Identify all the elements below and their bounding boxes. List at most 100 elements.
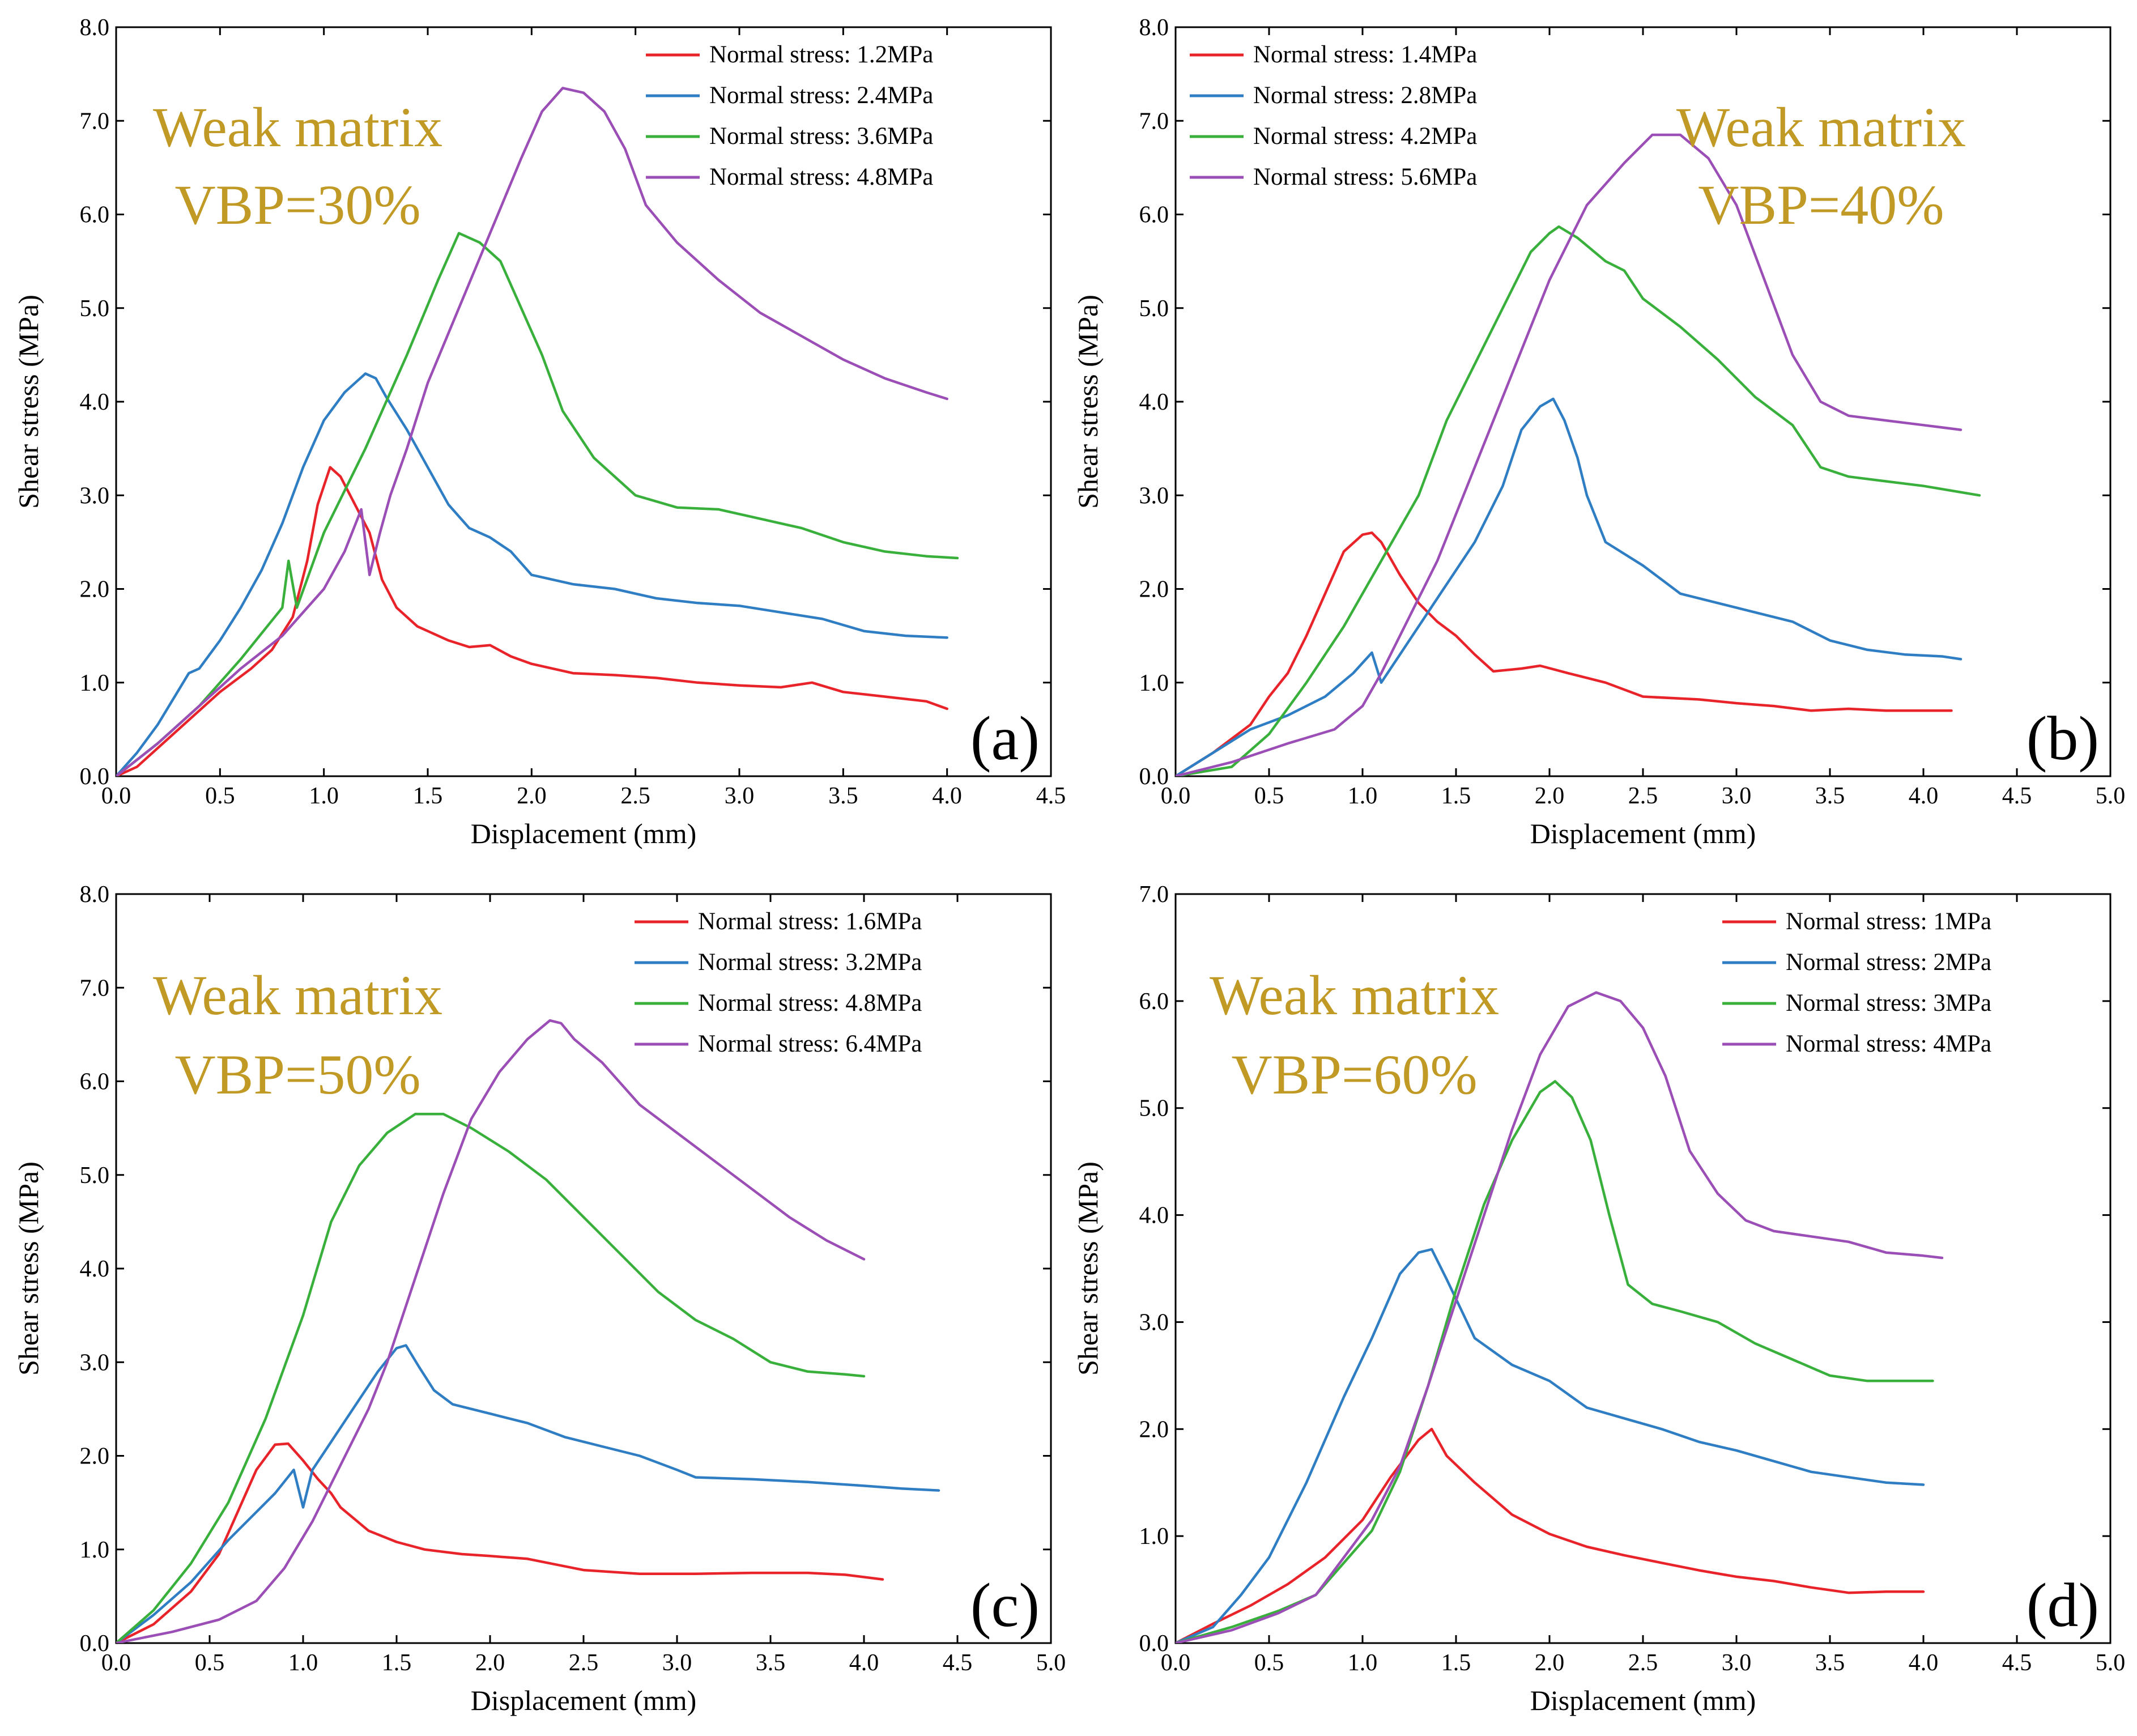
legend-entry: Normal stress: 4.2MPa <box>1253 123 1477 150</box>
y-tick-label: 6.0 <box>1139 202 1169 228</box>
x-tick-label: 5.0 <box>2096 1650 2126 1676</box>
y-tick-label: 1.0 <box>1139 1524 1169 1550</box>
series-line-4 <box>116 1019 866 1643</box>
legend-entry: Normal stress: 6.4MPa <box>698 1031 922 1057</box>
x-tick-label: 5.0 <box>2096 783 2126 809</box>
legend-entry: Normal stress: 1.6MPa <box>698 908 922 935</box>
x-tick-label: 2.5 <box>620 783 650 809</box>
y-tick-label: 4.0 <box>1139 1203 1169 1229</box>
legend-entry: Normal stress: 4MPa <box>1786 1031 1991 1057</box>
series-line-1 <box>1176 531 1953 776</box>
panel-a: 0.0 0.5 1.0 1.5 2.0 2.5 3.0 3.5 4.0 4.5 0.0 1.0 2.0 3… <box>12 15 1066 849</box>
y-tick-label: 3.0 <box>80 1350 110 1376</box>
panel-d: 0.0 0.5 1.0 1.5 2.0 2.5 3.0 3.5 4.0 4.5 5.0 0.0 1.0 2… <box>1072 882 2125 1716</box>
y-axis-label: Shear stress (MPa) <box>12 295 44 509</box>
y-tick-label: 5.0 <box>80 296 110 322</box>
y-tick-label: 1.0 <box>80 1537 110 1563</box>
series-line-2 <box>1176 1248 1925 1643</box>
x-tick-label: 3.5 <box>1815 783 1845 809</box>
x-tick-label: 2.5 <box>569 1650 599 1676</box>
x-tick-label: 2.5 <box>1628 1650 1658 1676</box>
y-tick-label: 5.0 <box>1139 296 1169 322</box>
annotation-line-1: Weak matrix <box>1676 96 1966 159</box>
y-tick-label: 5.0 <box>80 1163 110 1189</box>
series-line-2 <box>1176 397 1963 776</box>
x-tick-label: 1.5 <box>413 783 443 809</box>
x-tick-label: 3.0 <box>1722 783 1752 809</box>
x-tick-label: 1.5 <box>1441 783 1471 809</box>
x-tick-label: 1.0 <box>309 783 339 809</box>
x-tick-label: 2.0 <box>475 1650 505 1676</box>
y-axis-label: Shear stress (MPa) <box>12 1161 44 1376</box>
y-tick-label: 0.0 <box>1139 764 1169 790</box>
x-tick-label: 1.5 <box>382 1650 412 1676</box>
series-line-3 <box>1176 225 1981 776</box>
x-tick-label: 4.0 <box>1909 1650 1939 1676</box>
x-axis-label: Displacement (mm) <box>471 818 697 849</box>
x-tick-label: 4.0 <box>849 1650 879 1676</box>
x-tick-label: 3.5 <box>1815 1650 1845 1676</box>
annotation-line-1: Weak matrix <box>1210 964 1499 1027</box>
y-tick-label: 7.0 <box>80 108 110 134</box>
series-line-1 <box>116 466 948 776</box>
series-line-4 <box>1176 991 1944 1643</box>
y-axis-label: Shear stress (MPa) <box>1072 1161 1104 1376</box>
y-tick-label: 8.0 <box>80 882 110 908</box>
y-tick-label: 0.0 <box>80 1631 110 1657</box>
y-tick-label: 3.0 <box>80 483 110 509</box>
y-tick-label: 1.0 <box>1139 670 1169 696</box>
y-tick-label: 6.0 <box>1139 989 1169 1015</box>
series-line-3 <box>116 232 959 776</box>
x-axis-label: Displacement (mm) <box>1530 818 1756 849</box>
x-tick-label: 1.0 <box>1348 1650 1378 1676</box>
x-tick-label: 0.0 <box>1161 783 1191 809</box>
x-axis-label: Displacement (mm) <box>1530 1684 1756 1716</box>
y-tick-label: 2.0 <box>80 577 110 603</box>
x-tick-label: 1.0 <box>1348 783 1378 809</box>
y-tick-label: 7.0 <box>80 975 110 1001</box>
x-tick-label: 2.0 <box>1535 783 1565 809</box>
x-tick-label: 3.5 <box>756 1650 786 1676</box>
annotation-line-2: VBP=50% <box>174 1043 420 1106</box>
x-tick-label: 0.0 <box>101 1650 131 1676</box>
legend-entry: Normal stress: 4.8MPa <box>709 164 933 190</box>
y-tick-label: 2.0 <box>1139 1416 1169 1443</box>
y-tick-label: 2.0 <box>80 1444 110 1470</box>
y-tick-label: 4.0 <box>80 389 110 415</box>
legend-entry: Normal stress: 3MPa <box>1786 990 1991 1016</box>
x-tick-label: 3.0 <box>662 1650 692 1676</box>
series-line-2 <box>116 372 948 776</box>
legend-entry: Normal stress: 2.8MPa <box>1253 82 1477 109</box>
y-tick-label: 7.0 <box>1139 108 1169 134</box>
x-axis-label: Displacement (mm) <box>471 1684 697 1716</box>
series-line-4 <box>116 87 948 776</box>
panel-label: (d) <box>2027 1571 2099 1640</box>
legend-entry: Normal stress: 1.4MPa <box>1253 41 1477 68</box>
y-tick-label: 4.0 <box>80 1256 110 1282</box>
x-tick-label: 0.0 <box>101 783 131 809</box>
y-tick-label: 0.0 <box>1139 1631 1169 1657</box>
legend-entry: Normal stress: 5.6MPa <box>1253 164 1477 190</box>
x-tick-label: 2.0 <box>517 783 547 809</box>
x-tick-label: 0.0 <box>1161 1650 1191 1676</box>
annotation-line-2: VBP=60% <box>1231 1043 1477 1106</box>
series-line-1 <box>116 1442 884 1643</box>
x-tick-label: 4.5 <box>1036 783 1066 809</box>
y-tick-label: 1.0 <box>80 670 110 696</box>
series-line-4 <box>1176 133 1963 776</box>
y-tick-label: 4.0 <box>1139 389 1169 415</box>
legend-entry: Normal stress: 3.6MPa <box>709 123 933 150</box>
x-tick-label: 0.5 <box>1254 1650 1284 1676</box>
x-tick-label: 2.5 <box>1628 783 1658 809</box>
annotation-line-2: VBP=40% <box>1698 173 1944 236</box>
x-tick-label: 4.5 <box>2002 783 2032 809</box>
y-tick-label: 8.0 <box>80 15 110 41</box>
x-tick-label: 4.0 <box>1909 783 1939 809</box>
y-tick-label: 8.0 <box>1139 15 1169 41</box>
x-tick-label: 1.0 <box>288 1650 318 1676</box>
x-tick-label: 3.0 <box>725 783 755 809</box>
x-tick-label: 0.5 <box>195 1650 225 1676</box>
x-tick-label: 3.0 <box>1722 1650 1752 1676</box>
annotation-line-1: Weak matrix <box>153 964 442 1027</box>
